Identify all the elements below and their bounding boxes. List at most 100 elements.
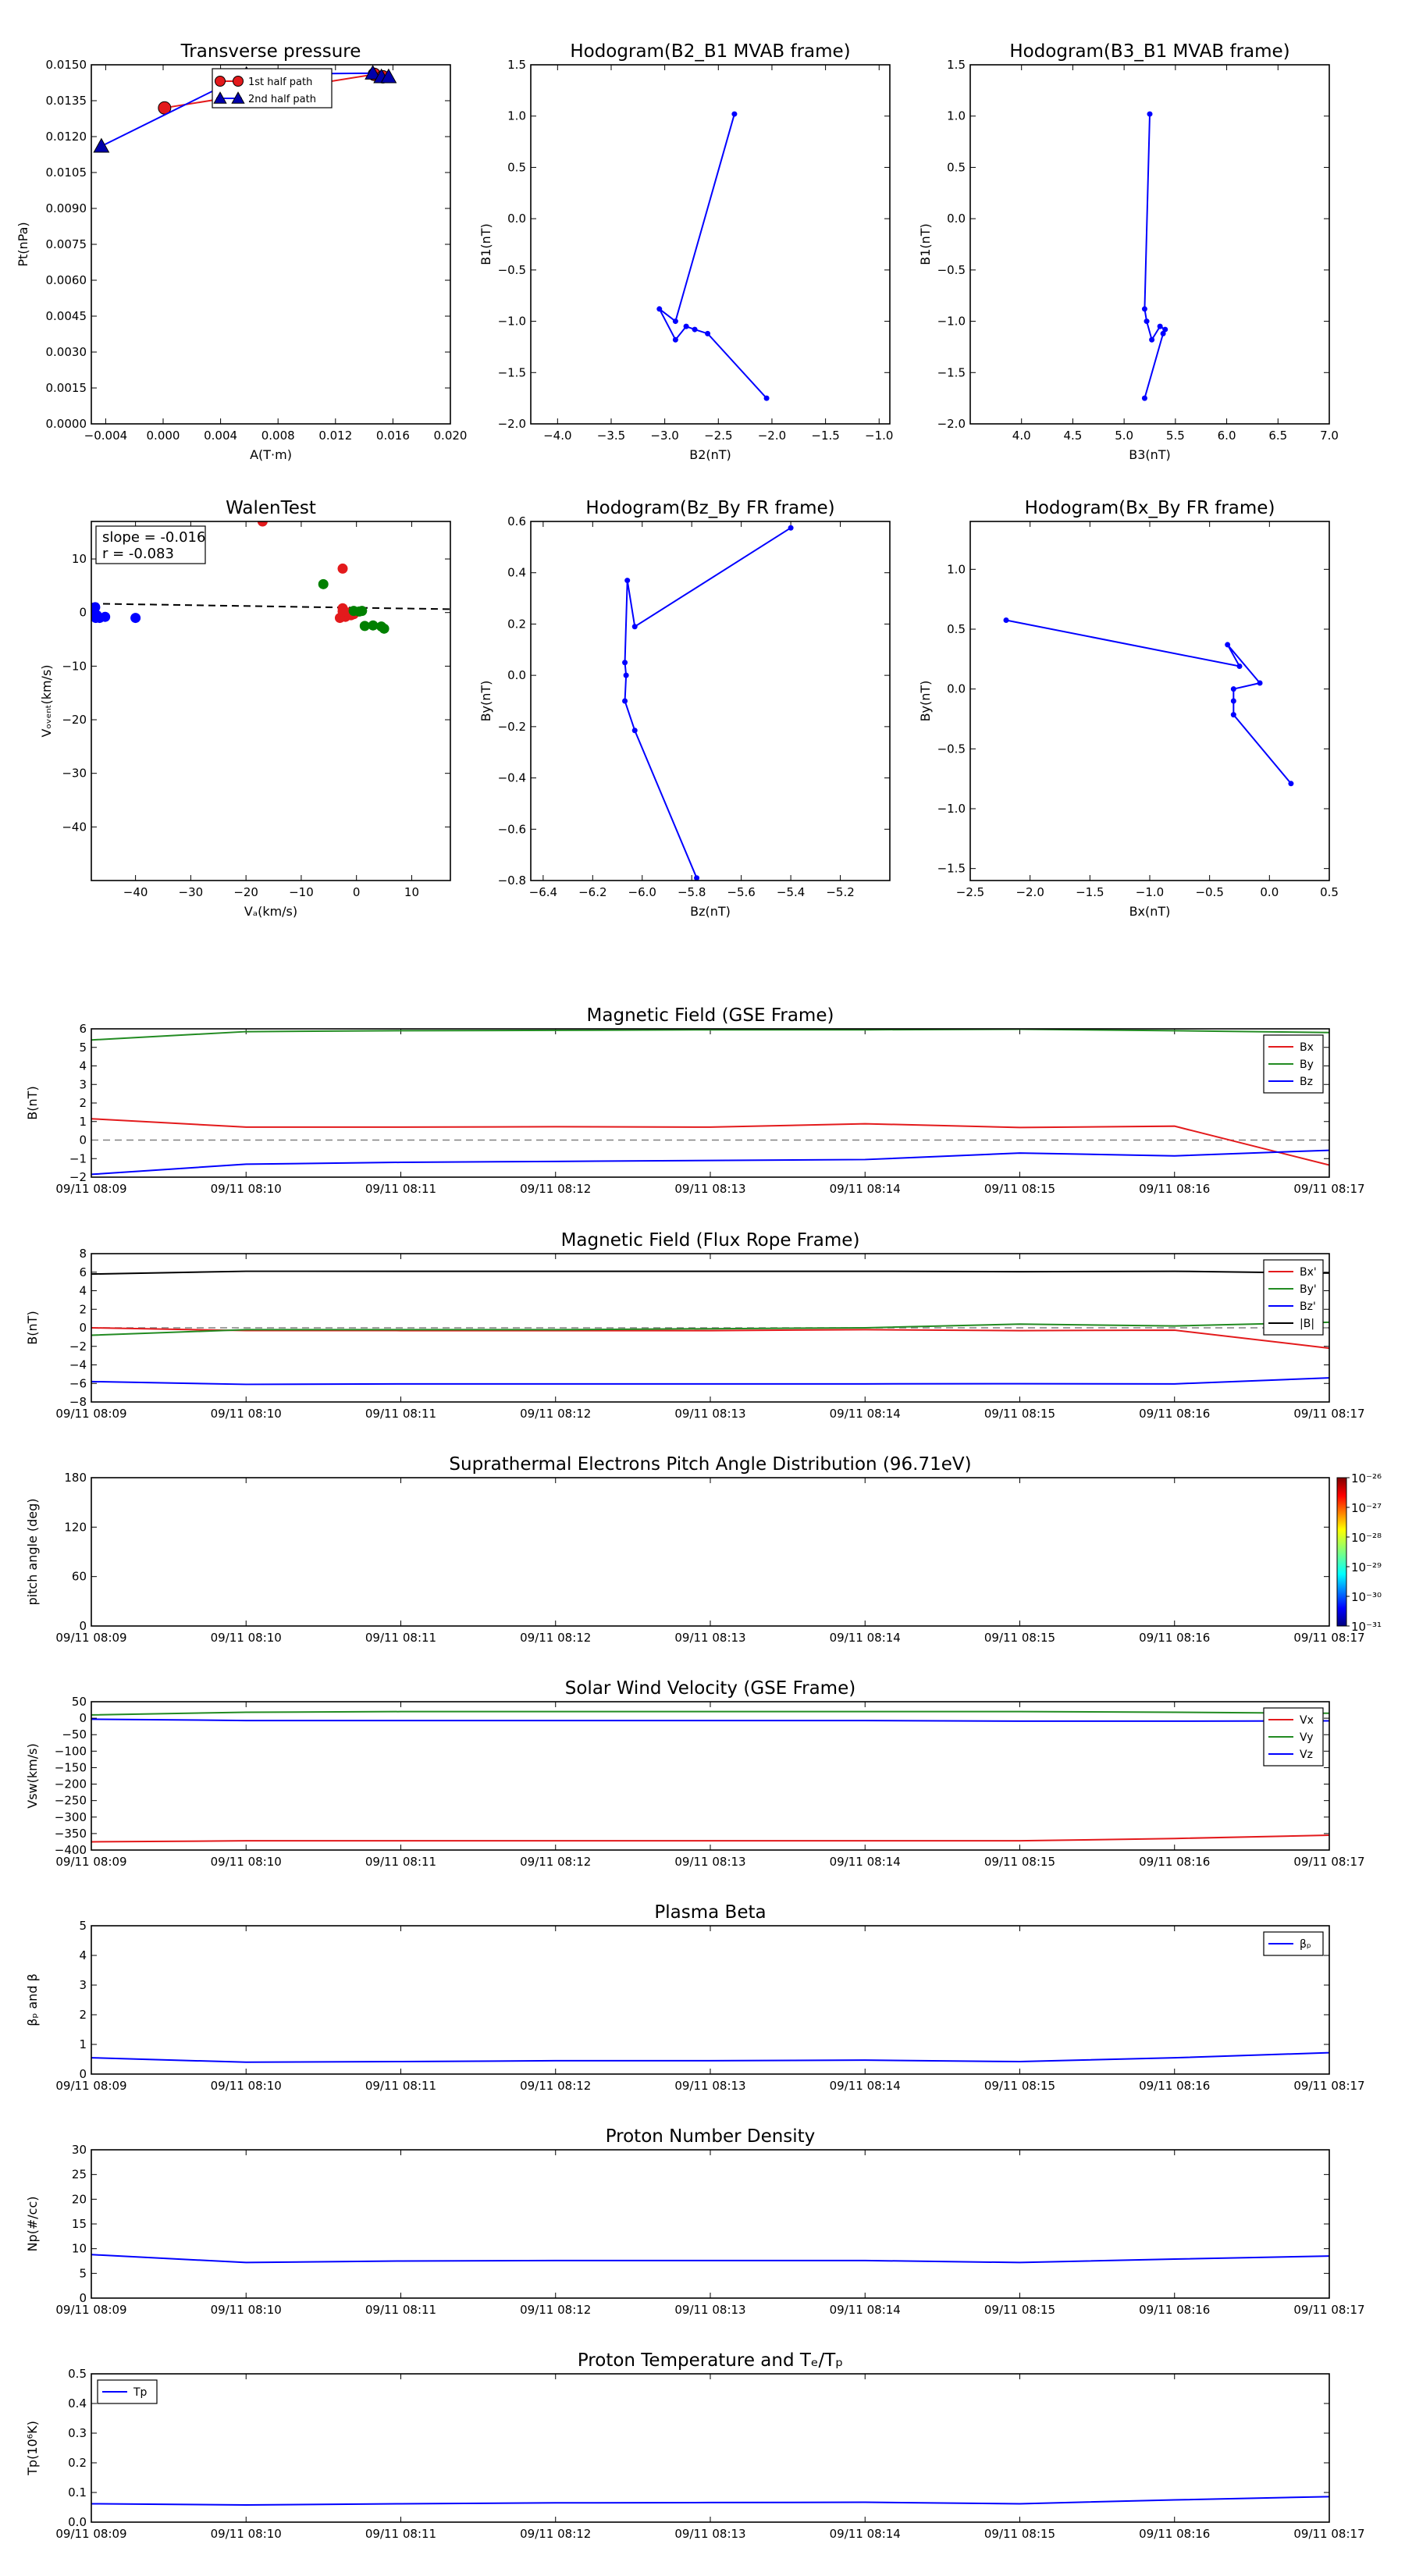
data-layer <box>622 525 794 881</box>
data-layer <box>656 111 770 401</box>
y-axis-label: B1(nT) <box>918 223 933 265</box>
chart-panel: Transverse pressure −0.004 0.000 0.004 0.008… <box>16 41 467 462</box>
x-tick-label: 7.0 <box>1320 429 1339 443</box>
x-tick-label: −5.8 <box>678 885 706 899</box>
data-point <box>631 728 638 734</box>
x-tick-label: −5.6 <box>727 885 755 899</box>
x-tick-label: 0.5 <box>1320 885 1339 899</box>
x-tick-label: 09/11 08:16 <box>1139 1407 1210 1421</box>
x-tick-label: −6.0 <box>628 885 656 899</box>
y-tick-label: 10 <box>72 552 87 566</box>
y-axis-label: Pt(nPa) <box>16 222 30 266</box>
y-tick-label: 0.0105 <box>46 165 87 180</box>
data-point <box>624 578 631 584</box>
y-tick-label: 3 <box>79 1077 87 1091</box>
x-tick-label: 09/11 08:11 <box>365 1631 436 1645</box>
series-line <box>91 1718 1329 1722</box>
data-point <box>1225 642 1231 648</box>
x-tick-label: 0.020 <box>434 429 468 443</box>
plot-frame <box>91 1925 1330 2075</box>
scatter-point <box>368 620 379 631</box>
chart-title: Hodogram(B3_B1 MVAB frame) <box>1009 41 1289 62</box>
chart-title: Hodogram(Bx_By FR frame) <box>1025 498 1275 518</box>
y-axis-label: By(nT) <box>478 681 493 722</box>
y-axis-label: Vₒᵥₑₙₜ(km/s) <box>39 664 54 737</box>
x-tick-label: 09/11 08:15 <box>984 1182 1055 1196</box>
y-tick-label: −1.0 <box>937 802 966 816</box>
colorbar-tick-label: 10⁻³¹ <box>1351 1620 1382 1634</box>
y-tick-label: 3 <box>79 1978 87 1992</box>
y-tick-label: −40 <box>62 820 87 834</box>
data-point <box>623 672 629 678</box>
x-tick-label: 09/11 08:14 <box>830 1631 901 1645</box>
x-tick-label: −2.5 <box>704 429 732 443</box>
scatter-point <box>100 611 111 622</box>
data-layer <box>1003 617 1294 787</box>
data-point <box>672 318 678 325</box>
x-tick-label: 6.5 <box>1268 429 1287 443</box>
y-tick-label: 25 <box>72 2168 87 2182</box>
x-tick-label: 09/11 08:16 <box>1139 2527 1210 2541</box>
x-tick-label: 09/11 08:13 <box>674 2079 745 2093</box>
y-tick-label: 0.0075 <box>46 237 87 251</box>
y-tick-label: −300 <box>55 1810 87 1824</box>
y-tick-label: −0.5 <box>498 263 526 277</box>
x-tick-label: 09/11 08:16 <box>1139 2079 1210 2093</box>
scatter-point <box>337 563 348 574</box>
legend-label: Bz' <box>1300 1300 1316 1313</box>
x-tick-label: 4.0 <box>1012 429 1031 443</box>
chart-panel: Hodogram(Bz_By FR frame) −6.4 −6.2 −6.0 −5.8… <box>478 498 891 919</box>
y-tick-label: 0.5 <box>947 160 966 174</box>
y-tick-label: 0.5 <box>507 160 526 174</box>
legend-label: Bx <box>1300 1041 1314 1054</box>
time-series-panel: Magnetic Field (Flux Rope Frame) 09/11 08… <box>25 1230 1365 1421</box>
x-tick-label: 09/11 08:15 <box>984 2527 1055 2541</box>
chart-title: Hodogram(B2_B1 MVAB frame) <box>570 41 850 62</box>
x-tick-label: 09/11 08:15 <box>984 2303 1055 2317</box>
scatter-point <box>337 606 348 617</box>
data-point <box>1162 326 1168 333</box>
x-tick-label: 09/11 08:17 <box>1293 2303 1364 2317</box>
colorbar-tick-label: 10⁻³⁰ <box>1351 1590 1382 1604</box>
x-tick-label: 09/11 08:11 <box>365 1407 436 1421</box>
scatter-point <box>357 606 368 617</box>
y-tick-label: 1.5 <box>507 58 526 72</box>
x-axis-label: B3(nT) <box>1129 447 1171 462</box>
x-tick-label: −4.0 <box>543 429 571 443</box>
y-tick-label: 5 <box>79 2266 87 2280</box>
data-point <box>692 326 698 333</box>
series-line <box>1005 619 1292 785</box>
chart-title: Magnetic Field (Flux Rope Frame) <box>561 1230 860 1251</box>
x-tick-label: 09/11 08:12 <box>520 1855 591 1869</box>
series-line <box>91 1270 1329 1276</box>
chart-title: Suprathermal Electrons Pitch Angle Distr… <box>449 1454 971 1475</box>
y-axis-label: pitch angle (deg) <box>25 1498 40 1605</box>
y-axis-label: Tp(10⁶K) <box>25 2421 40 2476</box>
y-tick-label: 0.0 <box>507 668 526 682</box>
x-tick-label: 09/11 08:11 <box>365 2303 436 2317</box>
plot-frame <box>91 64 451 425</box>
x-tick-label: −1.0 <box>865 429 893 443</box>
y-tick-label: 6 <box>79 1022 87 1036</box>
x-tick-label: 09/11 08:17 <box>1293 1631 1364 1645</box>
x-tick-label: 09/11 08:12 <box>520 2079 591 2093</box>
y-tick-label: 1 <box>79 2037 87 2051</box>
annotation-text: slope = -0.016 <box>102 529 205 546</box>
data-point <box>1236 664 1243 670</box>
x-tick-label: 09/11 08:16 <box>1139 1631 1210 1645</box>
x-tick-label: 09/11 08:16 <box>1139 1182 1210 1196</box>
series-line <box>91 1834 1329 1843</box>
x-tick-label: 09/11 08:12 <box>520 1182 591 1196</box>
y-tick-label: 0.2 <box>68 2456 87 2470</box>
y-tick-label: 0.0120 <box>46 130 87 144</box>
y-tick-label: −6 <box>69 1376 87 1390</box>
y-tick-label: 2 <box>79 1096 87 1110</box>
y-tick-label: −250 <box>55 1794 87 1808</box>
y-tick-label: 0.0030 <box>46 345 87 359</box>
colorbar-tick-label: 10⁻²⁷ <box>1351 1501 1382 1515</box>
legend-label: Bx' <box>1300 1266 1317 1279</box>
x-tick-label: 09/11 08:10 <box>211 2303 282 2317</box>
y-tick-label: −2 <box>69 1340 87 1354</box>
x-tick-label: −30 <box>179 885 204 899</box>
